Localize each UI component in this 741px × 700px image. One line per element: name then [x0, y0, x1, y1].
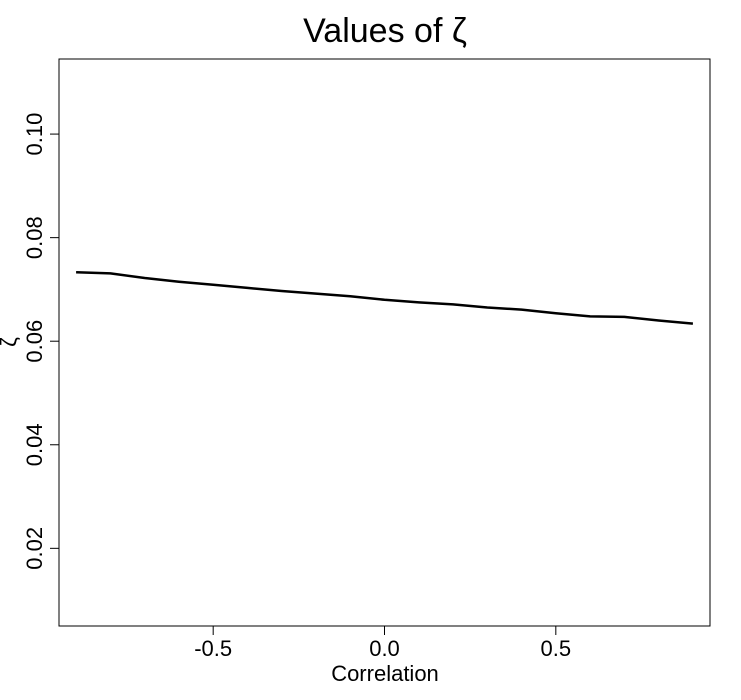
y-tick-label: 0.06 — [22, 320, 47, 363]
y-tick-label: 0.08 — [22, 216, 47, 259]
y-tick-label: 0.04 — [22, 423, 47, 466]
x-tick-label: 0.5 — [541, 636, 572, 661]
y-tick-label: 0.10 — [22, 113, 47, 156]
x-tick-label: 0.0 — [369, 636, 400, 661]
y-tick-label: 0.02 — [22, 527, 47, 570]
x-axis: -0.5 0.0 0.5 — [194, 626, 571, 661]
plot-frame — [58, 58, 711, 627]
y-axis-label: ζ — [0, 337, 21, 347]
x-axis-label: Correlation — [331, 661, 439, 686]
x-tick-label: -0.5 — [194, 636, 232, 661]
series-line — [76, 271, 694, 325]
chart-title: Values of ζ — [303, 12, 467, 50]
series-layer — [76, 271, 694, 325]
y-axis: 0.02 0.04 0.06 0.08 0.10 — [22, 113, 59, 570]
